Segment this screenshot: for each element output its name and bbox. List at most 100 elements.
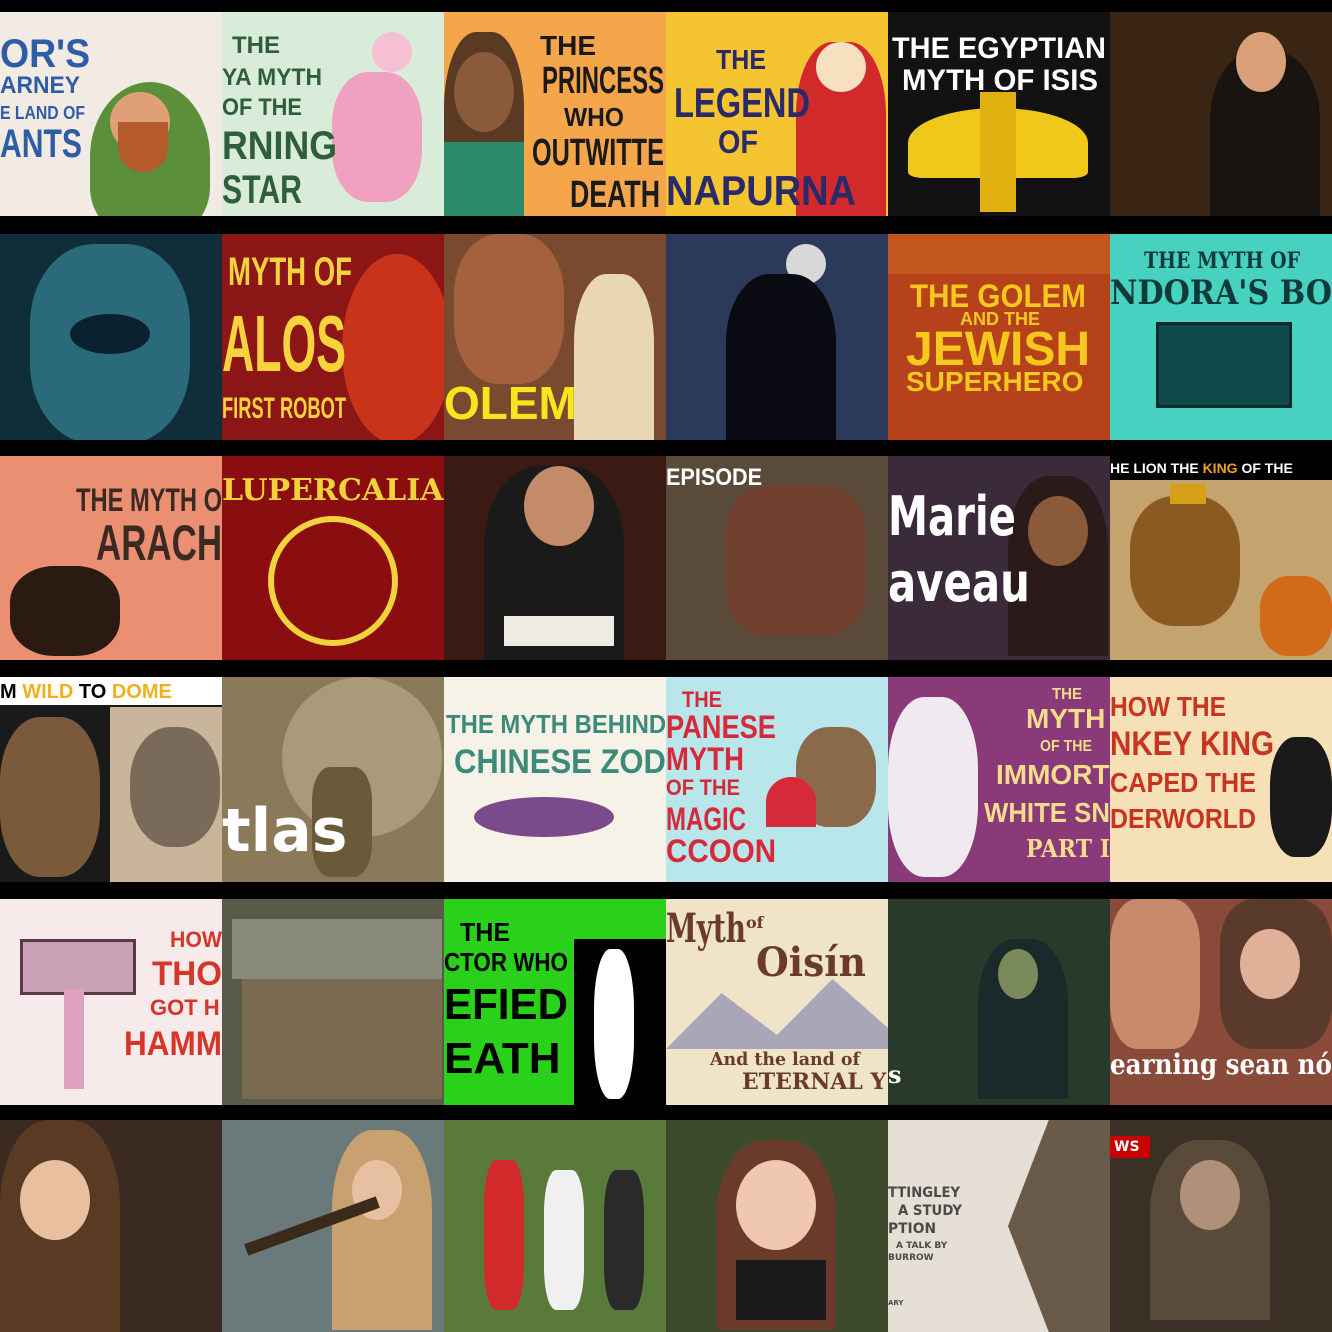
thumbnail-folk-dancers[interactable] <box>444 1120 666 1332</box>
thumbnail-title-line: A STUDY <box>898 1203 963 1219</box>
thumbnail-shadow-giant[interactable] <box>666 234 888 440</box>
thumbnail-battle-painting[interactable]: EPISODE <box>666 456 888 660</box>
thumbnail-title-line: Marie <box>888 485 1016 548</box>
dragon <box>474 797 614 837</box>
thumbnail-golem-jewish-superhero[interactable]: THE GOLEM AND THE JEWISH SUPERHERO <box>888 234 1110 440</box>
thumbnail-title-line: OF <box>718 124 758 160</box>
wolf-medallion <box>268 516 398 646</box>
crown <box>1170 484 1206 504</box>
thumbnail-title-line: HOW <box>170 927 222 952</box>
thumbnail-japanese-raccoon[interactable]: THE PANESE MYTH OF THE MAGIC CCOON <box>666 677 888 882</box>
thumbnail-green-man[interactable] <box>0 234 222 440</box>
thumbnail-title-line: YA MYTH <box>222 64 322 91</box>
thumbnail-egyptian-isis[interactable]: THE EGYPTIAN MYTH OF ISIS <box>888 12 1110 216</box>
caption-wild-domestic: M WILD TO DOME <box>0 681 172 704</box>
doctor-figure <box>594 949 634 1099</box>
battle-scene <box>726 486 866 636</box>
thumbnail-thor-giants[interactable]: OR'S ARNEY E LAND OF ANTS <box>0 12 222 216</box>
thumbnail-title-line: THE <box>682 687 722 712</box>
thumbnail-title-line: FIRST ROBOT <box>222 392 347 425</box>
thumbnail-title-line: AND THE <box>960 309 1040 329</box>
hero-figure <box>332 72 422 202</box>
thumbnail-woman-instrument[interactable] <box>1110 12 1332 216</box>
thumbnail-lion-king-of-the[interactable]: HE LION THE KING OF THE <box>1110 456 1332 660</box>
thumbnail-title-line: MYTH <box>666 741 744 777</box>
thumbnail-myth-oisin[interactable]: Myth of Oisín And the land of ETERNAL Y <box>666 899 888 1105</box>
thumbnail-princess-death[interactable]: THE PRINCESS WHO OUTWITTE DEATH <box>444 12 666 216</box>
thumbnail-news-fairies[interactable]: WS <box>1110 1120 1332 1332</box>
thumbnail-title-line: WHO <box>564 102 624 132</box>
thumbnail-title-line: THE EGYPTIAN <box>892 32 1106 65</box>
thumbnail-chinese-zodiac[interactable]: THE MYTH BEHIND CHINESE ZOD <box>444 677 666 882</box>
thumbnail-title-line: MYTH OF ISIS <box>902 64 1099 97</box>
thumbnail-myth-talos[interactable]: MYTH OF ALOS FIRST ROBOT <box>222 234 444 440</box>
robot-glow <box>342 254 444 440</box>
thumbnail-title-line: MYTH <box>1026 703 1106 734</box>
thumbnail-wild-to-domestic[interactable]: M WILD TO DOME <box>0 677 222 882</box>
thumbnail-thor-hammer[interactable]: HOW THO GOT H HAMM <box>0 899 222 1105</box>
thumbnail-lupercalia[interactable]: LUPERCALIA <box>222 456 444 660</box>
thumbnail-title-line: OUTWITTE <box>532 132 664 174</box>
thumbnail-title-line: OF THE <box>222 94 302 121</box>
thumbnail-title-line: NAPURNA <box>666 167 857 214</box>
thumbnail-title-line: NDORA'S BO <box>1110 273 1332 313</box>
thumbnail-title-line: BURROW <box>888 1253 934 1263</box>
thumbnail-title-line: IMMORT <box>996 759 1110 790</box>
thumbnail-learning-sean-nos[interactable]: earning sean nó <box>1110 899 1332 1105</box>
thumbnail-title-line: ARACH <box>96 515 222 571</box>
thumbnail-title-line: earning sean nó <box>1110 1048 1332 1081</box>
thumbnail-elves-forest[interactable]: s <box>888 899 1110 1105</box>
isis-body <box>980 92 1016 212</box>
caption-part: M <box>0 681 23 703</box>
thumbnail-title-line: PART I <box>1026 834 1110 863</box>
thumbnail-girl-camera[interactable] <box>666 1120 888 1332</box>
thumbnail-atlas[interactable]: tlas <box>222 677 444 882</box>
thumbnail-cottingley-talk[interactable]: TTINGLEY A STUDY PTION A TALK BY BURROW ARY <box>888 1120 1110 1332</box>
thumbnail-doctor-defied-death[interactable]: THE CTOR WHO EFIED EATH <box>444 899 666 1105</box>
marie-face <box>1028 496 1088 566</box>
thumbnail-golem[interactable]: OLEM <box>444 234 666 440</box>
thumbnail-monkey-king[interactable]: HOW THE NKEY KING CAPED THE DERWORLD <box>1110 677 1332 882</box>
caption-part: OF THE <box>1237 460 1293 476</box>
thumbnail-myth-arachne[interactable]: THE MYTH O ARACH <box>0 456 222 660</box>
hammer-head <box>20 939 136 995</box>
thumbnail-white-snake[interactable]: THE MYTH OF THE IMMORT WHITE SN PART I <box>888 677 1110 882</box>
thumbnail-title-line: WS <box>1114 1139 1140 1155</box>
thumbnail-title-line: MAGIC <box>666 801 746 837</box>
thumbnail-title-line: MYTH OF <box>228 250 353 294</box>
thumbnail-title-line: THE <box>1052 686 1083 703</box>
golem-figure <box>454 234 564 384</box>
princess-face <box>454 52 514 132</box>
cabin-wall <box>242 979 442 1099</box>
thumbnail-man-reading[interactable] <box>444 456 666 660</box>
thumbnail-maya-morning-star[interactable]: THE YA MYTH OF THE RNING STAR <box>222 12 444 216</box>
thumbnail-title-line: THE <box>232 32 280 59</box>
thumbnail-title-line: EATH <box>444 1034 561 1083</box>
spider-figure <box>10 566 120 656</box>
thumbnail-woman-singing[interactable] <box>0 1120 222 1332</box>
dancer <box>604 1170 644 1310</box>
thumbnail-old-cabin[interactable] <box>222 899 444 1105</box>
thumbnail-title-line: Oisín <box>756 939 866 986</box>
thumbnail-title-line: WHITE SN <box>984 797 1110 828</box>
camera <box>736 1260 826 1320</box>
thumbnail-title-line: THE MYTH O <box>76 482 222 518</box>
thumbnail-marie-laveau[interactable]: Marie aveau <box>888 456 1110 660</box>
thumbnail-title-line: CCOON <box>666 833 777 869</box>
thumbnail-title-line: OLEM <box>444 377 577 429</box>
caption-lion-king: HE LION THE KING OF THE <box>1110 460 1293 476</box>
thumbnail-title-line: Myth <box>666 905 746 952</box>
hammer-handle <box>64 989 84 1089</box>
thumbnail-title-line: A TALK BY <box>896 1241 948 1251</box>
thumbnail-title-line: EPISODE <box>666 464 763 491</box>
mountains <box>666 979 888 1049</box>
thumbnail-woman-flute[interactable] <box>222 1120 444 1332</box>
thumbnail-pandoras-box[interactable]: THE MYTH OF NDORA'S BO <box>1110 234 1332 440</box>
singer-two-face <box>1240 929 1300 999</box>
singer-one <box>1110 899 1200 1049</box>
thumbnail-title-line: PTION <box>888 1221 937 1237</box>
thumbnail-legend-annapurna[interactable]: THE LEGEND OF NAPURNA <box>666 12 888 216</box>
lion-figure <box>1130 496 1240 626</box>
thumbnail-title-line: PANESE <box>666 709 776 745</box>
goddess-face <box>816 42 866 92</box>
